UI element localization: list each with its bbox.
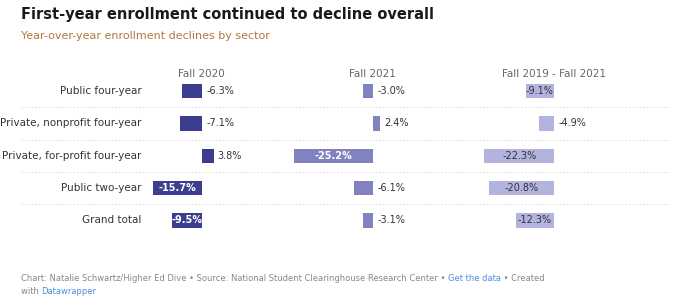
Text: -15.7%: -15.7%: [159, 183, 196, 193]
Text: Datawrapper: Datawrapper: [41, 287, 96, 296]
Text: Chart: Natalie Schwartz/Higher Ed Dive • Source: National Student Clearinghouse : Chart: Natalie Schwartz/Higher Ed Dive •…: [21, 274, 447, 283]
Text: Get the data: Get the data: [447, 274, 501, 283]
Bar: [539, 116, 554, 131]
Bar: [516, 213, 554, 228]
Text: -3.0%: -3.0%: [378, 86, 406, 96]
Text: First-year enrollment continued to decline overall: First-year enrollment continued to decli…: [21, 7, 434, 22]
Text: -9.5%: -9.5%: [172, 215, 202, 225]
Bar: [484, 149, 554, 163]
Text: -25.2%: -25.2%: [315, 151, 352, 161]
Bar: [202, 149, 213, 163]
Text: -6.3%: -6.3%: [207, 86, 235, 96]
Text: Year-over-year enrollment declines by sector: Year-over-year enrollment declines by se…: [21, 31, 269, 41]
Text: Private, nonprofit four-year: Private, nonprofit four-year: [0, 118, 142, 129]
Bar: [363, 213, 373, 228]
Text: 2.4%: 2.4%: [384, 118, 409, 129]
Bar: [489, 181, 554, 195]
Text: -3.1%: -3.1%: [378, 215, 406, 225]
Bar: [363, 84, 373, 98]
Bar: [172, 213, 202, 228]
Text: -4.9%: -4.9%: [559, 118, 587, 129]
Text: 3.8%: 3.8%: [218, 151, 242, 161]
Text: -7.1%: -7.1%: [207, 118, 235, 129]
Text: • Created: • Created: [501, 274, 544, 283]
Bar: [294, 149, 373, 163]
Bar: [182, 84, 202, 98]
Text: -22.3%: -22.3%: [502, 151, 536, 161]
Text: -20.8%: -20.8%: [505, 183, 538, 193]
Text: Private, for-profit four-year: Private, for-profit four-year: [2, 151, 142, 161]
Bar: [153, 181, 202, 195]
Text: Fall 2019 - Fall 2021: Fall 2019 - Fall 2021: [502, 69, 606, 79]
Bar: [354, 181, 373, 195]
Text: Public four-year: Public four-year: [60, 86, 142, 96]
Text: Grand total: Grand total: [82, 215, 142, 225]
Bar: [373, 116, 380, 131]
Bar: [525, 84, 554, 98]
Text: Public two-year: Public two-year: [61, 183, 142, 193]
Text: -12.3%: -12.3%: [518, 215, 552, 225]
Text: with: with: [21, 287, 41, 296]
Text: Fall 2021: Fall 2021: [350, 69, 396, 79]
Text: Fall 2020: Fall 2020: [179, 69, 225, 79]
Text: -6.1%: -6.1%: [378, 183, 406, 193]
Text: -9.1%: -9.1%: [526, 86, 554, 96]
Bar: [180, 116, 202, 131]
